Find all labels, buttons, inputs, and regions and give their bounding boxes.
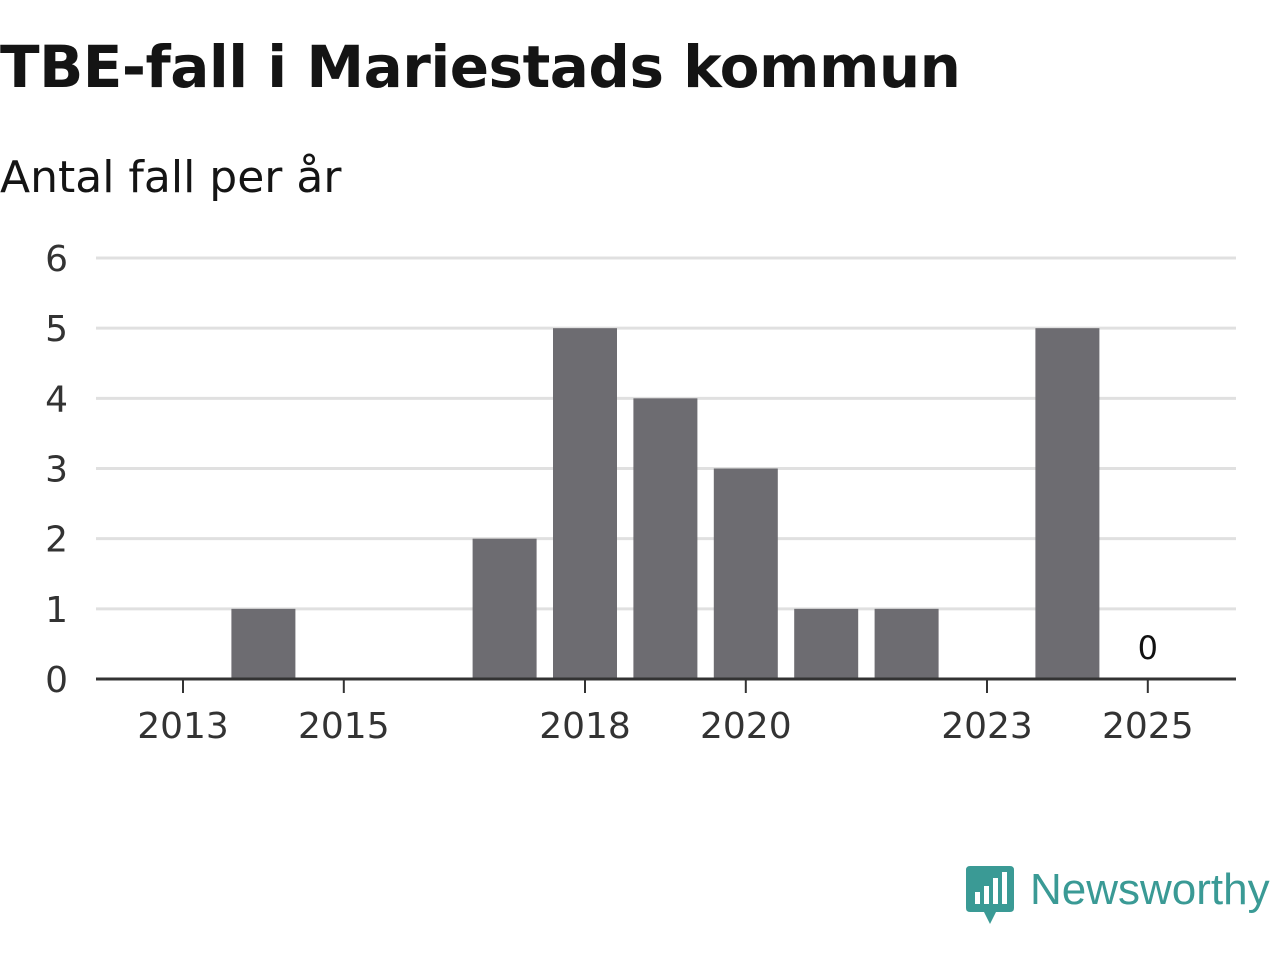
chart-subtitle: Antal fall per år: [0, 152, 342, 203]
bar-2019: [633, 398, 698, 679]
x-tick-label: 2023: [941, 706, 1033, 747]
bar-2018: [553, 328, 617, 679]
x-tick-label: 2015: [298, 706, 390, 747]
y-tick-label: 3: [45, 450, 68, 491]
y-tick-label: 5: [45, 309, 68, 350]
y-tick-label: 2: [45, 520, 68, 561]
bar-2014: [231, 608, 296, 679]
newsworthy-logo-text: Newsworthy: [1030, 865, 1270, 914]
chart-title: TBE-fall i Mariestads kommun: [0, 33, 961, 101]
y-tick-label: 6: [45, 239, 68, 280]
bar-2022: [874, 608, 939, 679]
x-tick-label: 2018: [539, 706, 631, 747]
bar-2017: [472, 538, 537, 679]
y-tick-label: 0: [45, 660, 68, 701]
bar-2020: [713, 468, 778, 679]
newsworthy-logo-icon: [966, 866, 1014, 924]
y-tick-label: 4: [45, 379, 68, 420]
x-tick-label: 2020: [700, 706, 792, 747]
bar-2021: [794, 608, 859, 679]
data-label: 0: [1138, 629, 1158, 667]
newsworthy-logo: Newsworthy: [964, 864, 1270, 928]
x-tick-label: 2013: [137, 706, 229, 747]
bar-2024: [1035, 328, 1100, 679]
x-tick-label: 2025: [1102, 706, 1194, 747]
y-tick-label: 1: [45, 590, 68, 631]
